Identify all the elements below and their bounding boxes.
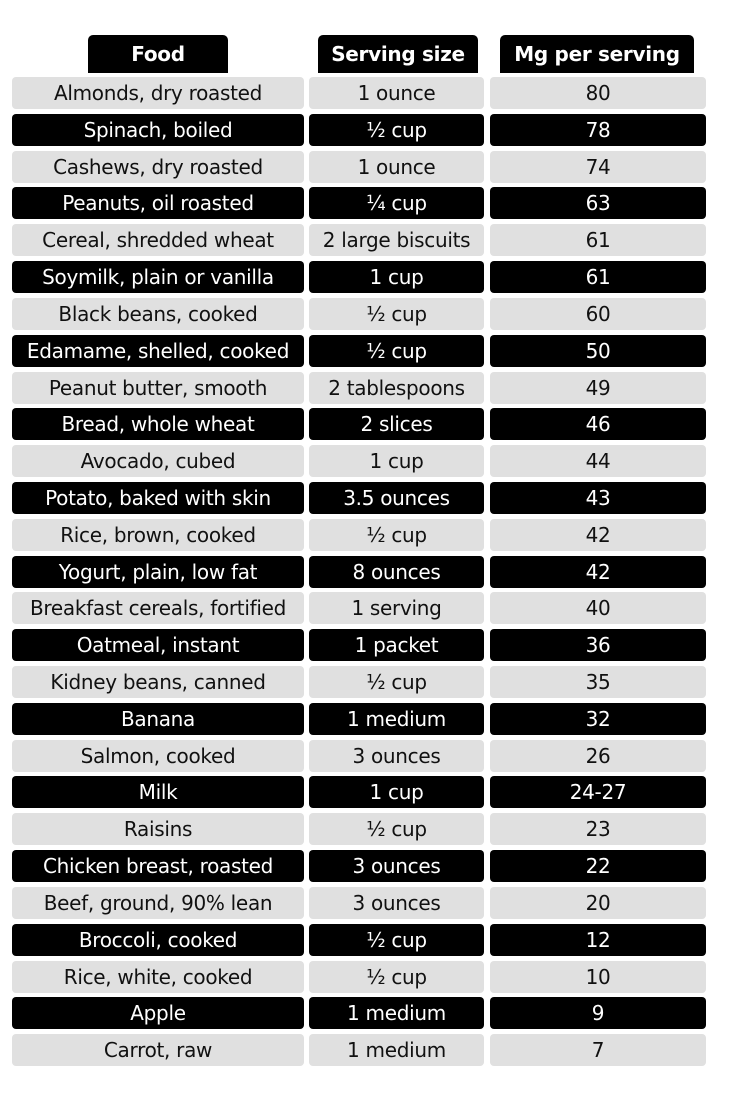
table-cell: ½ cup [309,960,484,993]
table-cell: 3 ounces [309,886,484,919]
table-cell: 78 [490,113,706,146]
table-cell: ½ cup [309,297,484,330]
table-cell: Broccoli, cooked [12,923,304,956]
table-cell: 40 [490,592,706,625]
table-cell: Bread, whole wheat [12,408,304,441]
table-cell: 63 [490,187,706,220]
table-cell: 44 [490,445,706,478]
table-cell: 32 [490,702,706,735]
table-cell: 60 [490,297,706,330]
table-cell: Yogurt, plain, low fat [12,555,304,588]
table-cell: Edamame, shelled, cooked [12,334,304,367]
table-cell: Beef, ground, 90% lean [12,886,304,919]
table-cell: Milk [12,776,304,809]
table-cell: Carrot, raw [12,1034,304,1067]
table-cell: Salmon, cooked [12,739,304,772]
table-cell: 26 [490,739,706,772]
table-cell: 2 slices [309,408,484,441]
table-cell: 1 medium [309,997,484,1030]
table-cell: 3 ounces [309,850,484,883]
table-cell: 3 ounces [309,739,484,772]
table-cell: 80 [490,77,706,109]
table-cell: Chicken breast, roasted [12,850,304,883]
table-cell: Breakfast cereals, fortified [12,592,304,625]
table-cell: 8 ounces [309,555,484,588]
table-cell: 10 [490,960,706,993]
table-cell: 23 [490,813,706,846]
table-cell: 24-27 [490,776,706,809]
table-cell: Banana [12,702,304,735]
table-cell: 50 [490,334,706,367]
table-cell: Cashews, dry roasted [12,150,304,183]
table-cell: Apple [12,997,304,1030]
table-cell: 74 [490,150,706,183]
table-cell: Rice, white, cooked [12,960,304,993]
table-cell: 1 cup [309,445,484,478]
table-cell: Black beans, cooked [12,297,304,330]
table-cell: Potato, baked with skin [12,481,304,514]
table-cell: Almonds, dry roasted [12,77,304,109]
table-cell: 20 [490,886,706,919]
table-cell: ½ cup [309,666,484,699]
table-cell: 42 [490,518,706,551]
table-cell: Peanut butter, smooth [12,371,304,404]
table-cell: 12 [490,923,706,956]
table-cell: Peanuts, oil roasted [12,187,304,220]
table-cell: 7 [490,1034,706,1067]
table-cell: 61 [490,261,706,294]
table-cell: Rice, brown, cooked [12,518,304,551]
table-cell: ½ cup [309,113,484,146]
table-cell: ½ cup [309,813,484,846]
table-cell: 1 ounce [309,150,484,183]
table-cell: 1 cup [309,776,484,809]
table-cell: Spinach, boiled [12,113,304,146]
table-cell: Oatmeal, instant [12,629,304,662]
table-cell: Avocado, cubed [12,445,304,478]
table-cell: 35 [490,666,706,699]
table-cell: 1 serving [309,592,484,625]
header-cell: Mg per serving [500,35,694,73]
table-cell: 1 packet [309,629,484,662]
table-cell: 49 [490,371,706,404]
table-cell: 43 [490,481,706,514]
table-cell: 9 [490,997,706,1030]
table-cell: Kidney beans, canned [12,666,304,699]
table-cell: 1 cup [309,261,484,294]
table-cell: Raisins [12,813,304,846]
table-cell: ½ cup [309,923,484,956]
table-cell: 36 [490,629,706,662]
table-cell: ½ cup [309,334,484,367]
table-cell: 1 medium [309,1034,484,1067]
table-cell: 1 medium [309,702,484,735]
table-cell: ½ cup [309,518,484,551]
table-cell: 1 ounce [309,77,484,109]
table-cell: 3.5 ounces [309,481,484,514]
table-cell: Cereal, shredded wheat [12,224,304,257]
table-cell: ¼ cup [309,187,484,220]
table-cell: 22 [490,850,706,883]
table-cell: 42 [490,555,706,588]
table-cell: 2 large biscuits [309,224,484,257]
header-cell: Serving size [318,35,478,73]
table-cell: 61 [490,224,706,257]
table-cell: 46 [490,408,706,441]
table-cell: Soymilk, plain or vanilla [12,261,304,294]
header-cell: Food [88,35,228,73]
table-cell: 2 tablespoons [309,371,484,404]
